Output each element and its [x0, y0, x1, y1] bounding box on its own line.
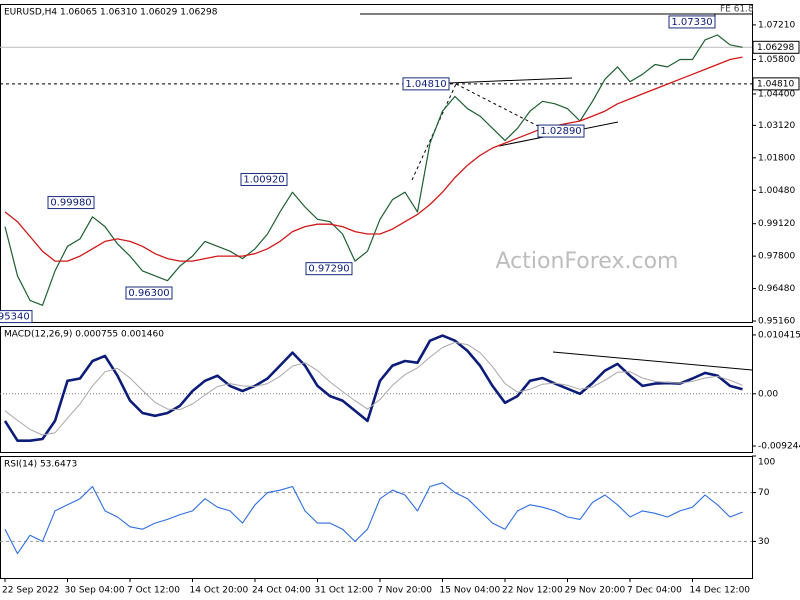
x-tick-label: 15 Nov 04:00 [440, 586, 501, 596]
price-panel [0, 4, 753, 323]
current-price-label: 1.06298 [757, 43, 794, 53]
level-price-box [752, 77, 800, 91]
y-tick-label: 1.01800 [758, 153, 795, 163]
x-tick-label: 7 Oct 12:00 [127, 586, 180, 596]
y-tick-label: 0.96480 [758, 284, 795, 294]
fe-label: FE 61.8 [720, 5, 754, 15]
price-label-box [47, 196, 95, 210]
y-tick-label: 1.04400 [758, 89, 795, 99]
series-line [4, 34, 743, 306]
series-line [4, 482, 743, 555]
x-tick-label: 31 Oct 12:00 [315, 586, 374, 596]
price-label-box [537, 124, 585, 138]
price-label: 0.97290 [308, 264, 349, 275]
x-tick-label: 22 Nov 12:00 [502, 586, 563, 596]
series-line [4, 56, 743, 262]
series-line [4, 341, 743, 436]
price-label: 1.07330 [671, 17, 712, 28]
trendlines [360, 13, 753, 371]
x-tick-label: 24 Oct 04:00 [252, 586, 311, 596]
x-tick-label: 7 Dec 04:00 [627, 586, 682, 596]
price-label: 1.00920 [243, 174, 284, 185]
rsi-panel [0, 456, 753, 579]
price-label-box [305, 262, 353, 276]
panel-title: MACD(12,26,9) 0.000755 0.001460 [4, 330, 164, 340]
plot-area [0, 334, 752, 442]
x-tick-label: 14 Oct 20:00 [190, 586, 249, 596]
y-tick-label: 0.99120 [758, 219, 795, 229]
watermark: ActionForex.com [496, 249, 679, 274]
y-tick-label: -0.009244 [758, 442, 800, 452]
x-tick-label: 22 Sep 2022 [2, 586, 59, 596]
x-tick-label: 14 Dec 12:00 [690, 586, 751, 596]
trendline [448, 77, 573, 84]
price-label-box [402, 77, 450, 91]
y-tick-label: 100 [758, 458, 775, 468]
y-tick-label: 0.00 [758, 389, 778, 399]
price-label: 1.02890 [540, 126, 581, 137]
panel-title: RSI(14) 53.6473 [4, 460, 77, 470]
price-label-box [240, 172, 288, 186]
panel-title: EURUSD,H4 1.06065 1.06310 1.06029 1.0629… [4, 8, 218, 18]
y-tick-label: 1.07210 [758, 20, 795, 30]
y-tick-label: 70 [758, 488, 770, 498]
price-label: 0.95340 [0, 312, 30, 323]
y-tick-label: 0.95160 [758, 317, 795, 327]
level-price-label: 1.04810 [757, 79, 794, 89]
price-label: 1.04810 [405, 79, 446, 90]
price-label-box [0, 310, 33, 324]
price-label-box [125, 286, 173, 300]
y-tick-label: 0.010415 [758, 330, 800, 340]
price-label: 0.96300 [128, 288, 169, 299]
plot-area [0, 34, 752, 306]
series-line [3, 334, 743, 442]
y-tick-label: 30 [758, 537, 770, 547]
y-tick-label: 1.03120 [758, 121, 795, 131]
x-tick-label: 30 Sep 04:00 [65, 586, 125, 596]
current-price-box [752, 40, 800, 54]
plot-area [0, 482, 752, 555]
wave-line [455, 83, 541, 128]
y-tick-label: 1.05800 [758, 55, 795, 65]
price-label: 0.99980 [50, 198, 91, 209]
price-label-box [668, 15, 716, 29]
x-tick-label: 7 Nov 20:00 [377, 586, 432, 596]
y-tick-label: 0.97800 [758, 252, 795, 262]
macd-panel [0, 326, 753, 453]
x-tick-label: 29 Nov 20:00 [565, 586, 626, 596]
y-tick-label: 1.00480 [758, 186, 795, 196]
macd-trendline [552, 351, 753, 371]
